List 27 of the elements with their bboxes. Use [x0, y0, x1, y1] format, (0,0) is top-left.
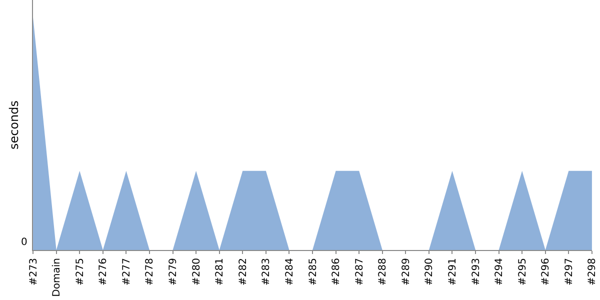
x-tick-label: #277 [121, 258, 132, 286]
text: 0 [21, 237, 28, 248]
x-tick-label: #279 [168, 258, 180, 286]
x-tick-label: #284 [284, 258, 296, 286]
x-tick-label: #288 [378, 258, 389, 286]
x-tick-label: #297 [564, 258, 575, 286]
x-tick-label: #293 [470, 258, 482, 286]
x-tick-label: #294 [494, 258, 506, 286]
x-tick-label: #296 [540, 258, 552, 286]
y-axis-title: seconds [7, 100, 22, 150]
x-tick-label: #275 [74, 258, 86, 286]
x-tick-label: #290 [424, 258, 436, 286]
x-tick-label: #286 [331, 258, 342, 286]
x-tick-label: #282 [238, 258, 249, 286]
x-tick-label: #295 [517, 258, 528, 286]
x-tick-label: #291 [447, 258, 458, 286]
x-tick-label: #273 [28, 258, 40, 286]
x-tick-label: #283 [261, 258, 272, 286]
x-tick-label: #289 [400, 258, 412, 286]
x-tick-label: Domain [52, 258, 63, 297]
x-tick-label: #285 [308, 258, 319, 286]
x-tick-label: #298 [587, 258, 598, 286]
x-tick-label: #287 [354, 258, 366, 286]
x-tick-label: #278 [144, 258, 156, 286]
x-tick-label: #276 [98, 258, 110, 286]
x-tick-label: #281 [214, 258, 226, 286]
x-tick-label: #280 [191, 258, 202, 286]
